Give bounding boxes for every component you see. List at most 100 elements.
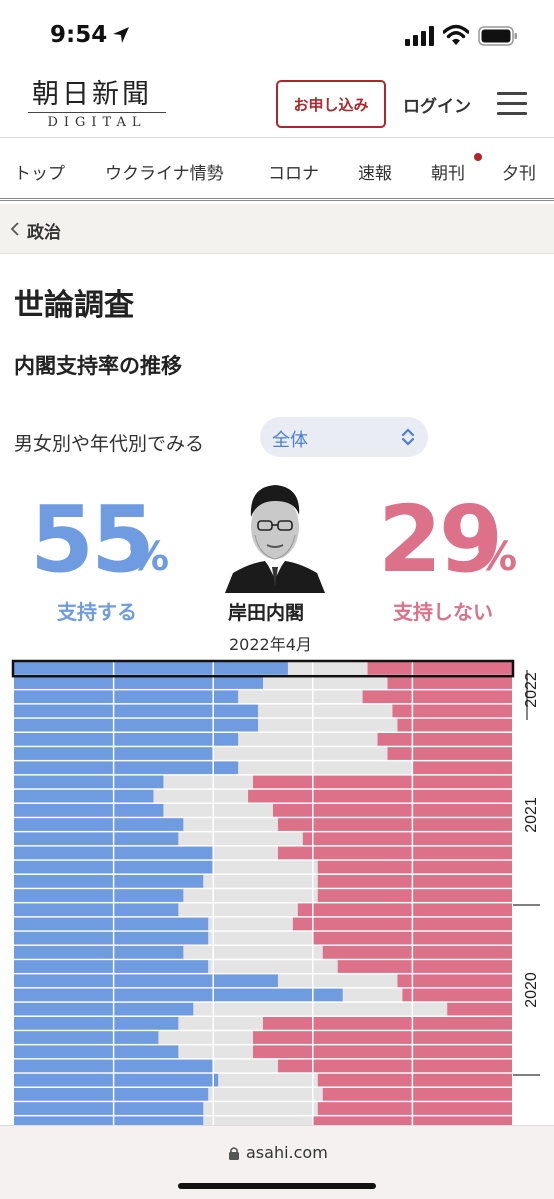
support-bar (14, 917, 209, 931)
oppose-bar (377, 733, 512, 746)
year-label: 2022 (523, 672, 540, 708)
segment-select[interactable]: 全体 (260, 417, 428, 457)
support-bar (14, 974, 278, 988)
chevron-up-down-icon (401, 428, 415, 446)
support-bar (14, 789, 154, 803)
chevron-left-icon (10, 222, 19, 236)
lock-icon (229, 1147, 239, 1160)
oppose-bar (253, 1031, 513, 1044)
support-bar (14, 718, 259, 732)
oppose-bar (387, 747, 512, 760)
oppose-bar (397, 974, 512, 988)
support-bar (14, 704, 259, 718)
cabinet-name: 岸田内閣 (228, 602, 305, 624)
oppose-bar (277, 818, 512, 831)
battery-icon (478, 26, 517, 46)
oppose-bar (277, 1059, 512, 1073)
filter-label: 男女別や年代別でみる (14, 433, 205, 455)
oppose-bar (317, 1102, 512, 1115)
support-bar (14, 946, 184, 959)
oppose-bar (302, 832, 512, 846)
oppose-bar (297, 903, 512, 917)
support-bar (14, 690, 239, 704)
oppose-bar (317, 889, 512, 902)
tab-morning-edition[interactable]: 朝刊 (431, 164, 465, 184)
oppose-bar (263, 1017, 512, 1030)
oppose-bar (392, 704, 512, 718)
support-bar (14, 1045, 179, 1059)
oppose-bar (397, 718, 512, 732)
status-time: 9:54 (50, 22, 108, 48)
support-bar (14, 889, 184, 902)
support-bar (14, 832, 179, 846)
oppose-bar (337, 960, 512, 973)
status-bar: 9:54 (0, 0, 554, 72)
support-bar (14, 1102, 204, 1115)
oppose-bar (322, 1088, 512, 1101)
oppose-bar (253, 775, 513, 789)
oppose-bar (317, 860, 512, 874)
cellular-signal-icon (405, 26, 434, 46)
support-bar (14, 931, 209, 945)
support-bar (14, 662, 288, 675)
prime-minister-portrait (225, 485, 325, 593)
support-bar (14, 1073, 219, 1087)
oppose-bar (292, 917, 512, 931)
oppose-bar (367, 662, 512, 675)
section-title: 内閣支持率の推移 (14, 354, 182, 378)
location-arrow-icon (113, 27, 129, 43)
oppose-bar (272, 804, 512, 817)
current-row-highlight (11, 659, 515, 678)
breadcrumb[interactable]: 政治 (0, 204, 554, 254)
support-percent-sign: % (129, 534, 170, 580)
home-indicator (178, 1183, 376, 1189)
logo-main-text: 朝日新聞 (32, 79, 152, 110)
oppose-bar (387, 676, 512, 689)
year-label: 2020 (523, 972, 540, 1008)
survey-date: 2022年4月 (229, 635, 312, 654)
support-bar (14, 903, 179, 917)
year-label: 2021 (523, 797, 540, 833)
apply-button[interactable]: お申し込み (276, 80, 386, 128)
oppose-bar (253, 1045, 513, 1059)
oppose-bar (277, 846, 512, 860)
tab-evening-edition[interactable]: 夕刊 (502, 164, 536, 184)
support-label: 支持する (57, 600, 137, 624)
support-bar (14, 1002, 194, 1016)
support-bar (14, 875, 204, 888)
url-text: asahi.com (246, 1143, 328, 1162)
approval-rate-chart[interactable]: 2022 2021 2020 (0, 650, 554, 1130)
browser-url-bar[interactable]: asahi.com (0, 1125, 554, 1199)
support-bar (14, 733, 239, 746)
tab-breaking[interactable]: 速報 (358, 164, 392, 184)
site-header: 朝日新聞 DIGITAL お申し込み ログイン (0, 72, 554, 138)
login-link[interactable]: ログイン (403, 97, 471, 117)
asahi-logo[interactable]: 朝日新聞 DIGITAL (28, 80, 173, 130)
support-percentage: 55 (30, 486, 155, 593)
support-bar (14, 804, 164, 817)
oppose-bar (412, 761, 512, 775)
logo-sub-text: DIGITAL (28, 112, 166, 130)
oppose-bar (447, 1002, 512, 1016)
oppose-bar (362, 690, 512, 704)
support-bar (14, 1088, 209, 1101)
tab-top[interactable]: トップ (14, 164, 65, 184)
page-title: 世論調査 (14, 288, 134, 323)
support-bar (14, 761, 239, 775)
support-bar (14, 1017, 179, 1030)
support-bar (14, 960, 209, 973)
wifi-icon (443, 24, 469, 45)
oppose-percent-sign: % (477, 534, 518, 580)
oppose-bar (322, 946, 512, 959)
category-nav: トップ ウクライナ情勢 コロナ 速報 朝刊 夕刊 (0, 139, 554, 201)
support-bar (14, 1031, 159, 1044)
oppose-bar (317, 875, 512, 888)
oppose-percentage: 29 (378, 486, 503, 593)
tab-ukraine[interactable]: ウクライナ情勢 (105, 164, 224, 184)
tab-corona[interactable]: コロナ (268, 164, 319, 184)
hamburger-menu-icon[interactable] (497, 92, 527, 116)
new-indicator-dot (474, 153, 482, 161)
support-bar (14, 818, 184, 831)
oppose-bar (402, 988, 512, 1002)
support-bar (14, 988, 343, 1002)
